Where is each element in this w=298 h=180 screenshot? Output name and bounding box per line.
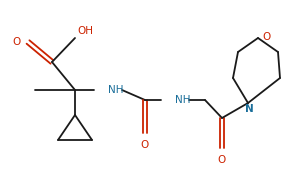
Text: O: O bbox=[141, 140, 149, 150]
Text: O: O bbox=[13, 37, 21, 47]
Text: O: O bbox=[262, 32, 270, 42]
Text: OH: OH bbox=[77, 26, 93, 36]
Text: NH: NH bbox=[175, 95, 190, 105]
Text: O: O bbox=[218, 155, 226, 165]
Text: N: N bbox=[245, 104, 253, 114]
Text: NH: NH bbox=[108, 85, 123, 95]
